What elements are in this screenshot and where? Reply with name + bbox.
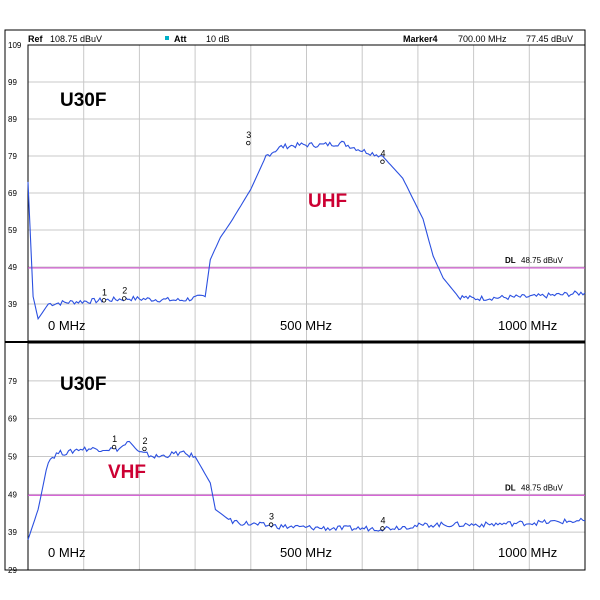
y-tick-label: 79 [8, 152, 17, 161]
marker-frequency: 700.00 MHz [458, 34, 507, 44]
display-line-label: DL [505, 256, 516, 265]
x-tick-label: 500 MHz [280, 545, 332, 560]
x-tick-label: 1000 MHz [498, 545, 557, 560]
ref-label: Ref [28, 34, 44, 44]
marker-label: 4 [380, 515, 385, 525]
marker-label: 2 [142, 436, 147, 446]
display-line-value: 48.75 dBuV [521, 256, 563, 265]
y-tick-label: 59 [8, 453, 17, 462]
marker-point [111, 444, 117, 450]
ref-value: 108.75 dBuV [50, 34, 102, 44]
marker-label: 2 [122, 285, 127, 295]
display-line-label: DL [505, 483, 516, 492]
y-tick-label: 109 [8, 41, 22, 50]
marker-label: 1 [102, 287, 107, 297]
y-tick-label: 69 [8, 189, 17, 198]
x-tick-label: 0 MHz [48, 545, 86, 560]
marker-point [380, 159, 385, 164]
header-bar: Ref 108.75 dBuV Att 10 dB Marker4 700.00… [28, 34, 573, 44]
x-tick-label: 500 MHz [280, 318, 332, 333]
y-tick-label: 99 [8, 78, 17, 87]
marker-point [246, 140, 251, 146]
chart-title: U30F [60, 90, 106, 111]
uhf-spectrum-panel: 109 99 89 79 69 59 49 39 DL 48.75 dBuV 1 2 3 4 0 MHz 50… [8, 41, 586, 342]
marker-point [122, 296, 127, 301]
marker-level: 77.45 dBuV [526, 34, 573, 44]
y-tick-label: 39 [8, 300, 17, 309]
marker-label: 3 [246, 130, 251, 140]
marker-label: 1 [112, 434, 117, 444]
marker-point [380, 526, 385, 531]
x-tick-label: 1000 MHz [498, 318, 557, 333]
y-tick-label: 29 [8, 566, 17, 575]
y-tick-label: 39 [8, 528, 17, 537]
marker-label: 4 [380, 149, 385, 159]
marker-point [142, 446, 147, 452]
marker-label: 3 [269, 512, 274, 522]
att-label: Att [174, 34, 187, 44]
band-label: VHF [108, 462, 146, 483]
spectrum-trace [27, 440, 586, 540]
marker-label: Marker4 [403, 34, 438, 44]
marker-point [268, 522, 274, 527]
marker-point [101, 298, 107, 303]
y-tick-label: 79 [8, 377, 17, 386]
display-line-value: 48.75 dBuV [521, 483, 563, 492]
chart-title: U30F [60, 374, 106, 395]
spectrum-trace [27, 140, 586, 321]
band-label: UHF [308, 191, 347, 212]
att-value: 10 dB [206, 34, 230, 44]
att-marker-icon [165, 36, 169, 40]
y-tick-label: 89 [8, 115, 17, 124]
y-tick-label: 59 [8, 226, 17, 235]
x-tick-label: 0 MHz [48, 318, 86, 333]
y-tick-label: 69 [8, 415, 17, 424]
y-tick-label: 49 [8, 263, 17, 272]
y-tick-label: 49 [8, 490, 17, 499]
